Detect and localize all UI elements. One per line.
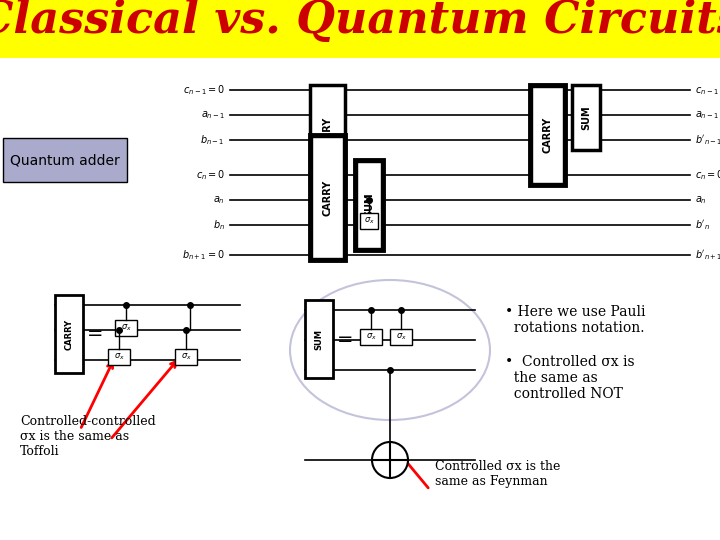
Ellipse shape (290, 280, 490, 420)
FancyBboxPatch shape (572, 85, 600, 150)
Text: CARRY: CARRY (323, 179, 333, 215)
Text: $b_{n-1}$: $b_{n-1}$ (200, 133, 225, 147)
Circle shape (372, 442, 408, 478)
Text: $b'_{n-1}$: $b'_{n-1}$ (695, 133, 720, 147)
FancyBboxPatch shape (532, 87, 563, 183)
Text: $a_n$: $a_n$ (213, 194, 225, 206)
Text: =: = (86, 323, 103, 342)
Text: SUM: SUM (315, 328, 323, 349)
Text: $\sigma_x$: $\sigma_x$ (366, 332, 377, 342)
Text: $\sigma_x$: $\sigma_x$ (114, 352, 125, 362)
FancyBboxPatch shape (310, 135, 345, 260)
FancyBboxPatch shape (357, 162, 381, 248)
FancyBboxPatch shape (360, 213, 378, 229)
Text: Controlled σx is the
same as Feynman: Controlled σx is the same as Feynman (435, 460, 560, 488)
FancyBboxPatch shape (55, 295, 83, 373)
Text: •  Controlled σx is
  the same as
  controlled NOT: • Controlled σx is the same as controlle… (505, 355, 634, 401)
FancyBboxPatch shape (3, 138, 127, 182)
Text: $b'_{n+1}$: $b'_{n+1}$ (695, 248, 720, 262)
Text: $b_{n+1}=0$: $b_{n+1}=0$ (182, 248, 225, 262)
Text: $c_{n-1}=0$: $c_{n-1}=0$ (695, 83, 720, 97)
Text: CARRY: CARRY (323, 117, 333, 153)
Text: $b'_n$: $b'_n$ (695, 218, 710, 232)
FancyBboxPatch shape (355, 160, 383, 250)
FancyBboxPatch shape (360, 329, 382, 345)
FancyBboxPatch shape (108, 349, 130, 365)
Text: Quantum adder: Quantum adder (10, 153, 120, 167)
Text: • Here we use Pauli
  rotations notation.: • Here we use Pauli rotations notation. (505, 305, 646, 335)
FancyBboxPatch shape (312, 137, 343, 258)
Text: CARRY: CARRY (65, 319, 73, 349)
Text: $c_{n-1}=0$: $c_{n-1}=0$ (183, 83, 225, 97)
FancyBboxPatch shape (0, 0, 720, 58)
Text: Classical vs. Quantum Circuits: Classical vs. Quantum Circuits (0, 0, 720, 42)
Text: $\sigma_x$: $\sigma_x$ (181, 352, 192, 362)
Text: $\sigma_x$: $\sigma_x$ (120, 323, 132, 333)
Text: $a_{n-1}$: $a_{n-1}$ (201, 109, 225, 121)
FancyBboxPatch shape (390, 329, 412, 345)
Text: $a_{n-1}$: $a_{n-1}$ (695, 109, 719, 121)
FancyBboxPatch shape (530, 85, 565, 185)
Text: =: = (337, 330, 354, 349)
Text: Controlled-controlled
σx is the same as
Toffoli: Controlled-controlled σx is the same as … (20, 415, 156, 458)
Text: $\sigma_x$: $\sigma_x$ (364, 216, 374, 226)
Text: $c_n=0$: $c_n=0$ (695, 168, 720, 182)
Text: $c_n=0$: $c_n=0$ (196, 168, 225, 182)
FancyBboxPatch shape (175, 349, 197, 365)
FancyBboxPatch shape (310, 85, 345, 185)
Text: $b_n$: $b_n$ (213, 218, 225, 232)
Text: SUM: SUM (581, 105, 591, 130)
Text: $a_n$: $a_n$ (695, 194, 707, 206)
FancyBboxPatch shape (305, 300, 333, 378)
FancyBboxPatch shape (115, 320, 137, 336)
Text: CARRY: CARRY (542, 117, 552, 153)
Text: SUM: SUM (364, 193, 374, 217)
Text: $\sigma_x$: $\sigma_x$ (395, 332, 406, 342)
